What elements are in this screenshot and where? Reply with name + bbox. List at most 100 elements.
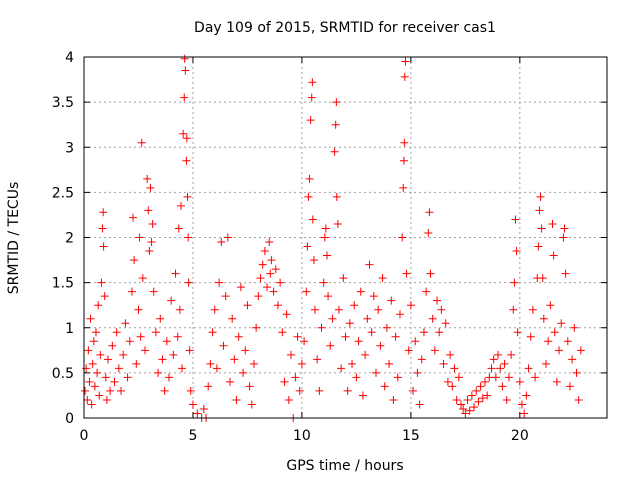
data-point	[378, 274, 387, 283]
data-point	[367, 328, 376, 337]
data-point	[560, 224, 569, 233]
data-point	[228, 314, 237, 323]
data-point	[180, 54, 189, 63]
data-point	[94, 301, 103, 310]
data-point	[450, 364, 459, 373]
data-point	[345, 319, 354, 328]
data-point	[426, 269, 435, 278]
data-point	[476, 382, 485, 391]
data-point	[145, 247, 154, 256]
data-point	[419, 328, 428, 337]
data-point	[328, 314, 337, 323]
x-tick-label: 15	[402, 428, 420, 444]
data-point	[106, 386, 115, 395]
data-point	[219, 341, 228, 350]
data-point	[400, 72, 409, 81]
data-point	[199, 404, 208, 413]
data-point	[241, 346, 250, 355]
data-point	[174, 224, 183, 233]
data-point	[411, 337, 420, 346]
data-point	[129, 213, 138, 222]
data-point	[89, 337, 98, 346]
data-point	[309, 256, 318, 265]
data-point	[330, 147, 339, 156]
data-point	[528, 305, 537, 314]
data-point	[88, 359, 97, 368]
y-tick-label: 3	[65, 140, 74, 156]
data-point	[282, 310, 291, 319]
data-point	[402, 269, 411, 278]
data-point	[321, 224, 330, 233]
data-point	[465, 406, 474, 415]
data-point	[97, 278, 106, 287]
data-point	[510, 278, 519, 287]
data-point	[343, 386, 352, 395]
data-point	[372, 368, 381, 377]
data-point	[137, 138, 146, 147]
data-point	[91, 328, 100, 337]
data-point	[143, 174, 152, 183]
data-point	[185, 346, 194, 355]
data-point	[93, 368, 102, 377]
data-point	[265, 238, 274, 247]
data-point	[158, 355, 167, 364]
data-point	[182, 134, 191, 143]
data-point	[550, 328, 559, 337]
data-point	[239, 368, 248, 377]
data-point	[361, 350, 370, 359]
data-point	[135, 233, 144, 242]
data-point	[459, 404, 468, 413]
data-point	[536, 192, 545, 201]
data-point	[206, 359, 215, 368]
data-point	[103, 355, 112, 364]
data-point	[245, 382, 254, 391]
data-point	[498, 382, 507, 391]
y-tick-label: 2	[65, 231, 74, 247]
data-point	[380, 382, 389, 391]
data-point	[164, 373, 173, 382]
data-point	[127, 287, 136, 296]
data-point	[415, 400, 424, 409]
chart-title: Day 109 of 2015, SRMTID for receiver cas…	[194, 20, 496, 36]
data-point	[297, 359, 306, 368]
data-point	[520, 409, 529, 418]
data-point	[480, 377, 489, 386]
data-point	[134, 305, 143, 314]
data-point	[215, 278, 224, 287]
data-point	[422, 287, 431, 296]
data-point	[151, 328, 160, 337]
data-point	[84, 346, 93, 355]
data-point	[391, 332, 400, 341]
data-point	[341, 332, 350, 341]
data-point	[322, 251, 331, 260]
data-point	[441, 319, 450, 328]
data-point	[123, 373, 132, 382]
data-point	[561, 269, 570, 278]
data-point	[337, 364, 346, 373]
data-point	[502, 395, 511, 404]
data-point	[117, 386, 126, 395]
data-point	[424, 228, 433, 237]
data-point	[258, 260, 267, 269]
data-point	[263, 283, 272, 292]
data-point	[175, 305, 184, 314]
data-point	[183, 192, 192, 201]
data-point	[99, 208, 108, 217]
data-point	[119, 350, 128, 359]
data-point	[154, 368, 163, 377]
axis-ticks: 0 0.5 1 1.5 2 2.5 3 3.5 4 0 5 10 15 20	[52, 50, 607, 444]
data-point	[552, 377, 561, 386]
data-point	[439, 359, 448, 368]
data-point	[305, 174, 314, 183]
data-point	[260, 247, 269, 256]
y-tick-label: 0	[65, 411, 74, 427]
data-point	[317, 323, 326, 332]
data-point	[243, 301, 252, 310]
data-point	[147, 238, 156, 247]
data-point	[178, 364, 187, 373]
data-point	[295, 386, 304, 395]
data-point	[188, 400, 197, 409]
data-point	[487, 364, 496, 373]
